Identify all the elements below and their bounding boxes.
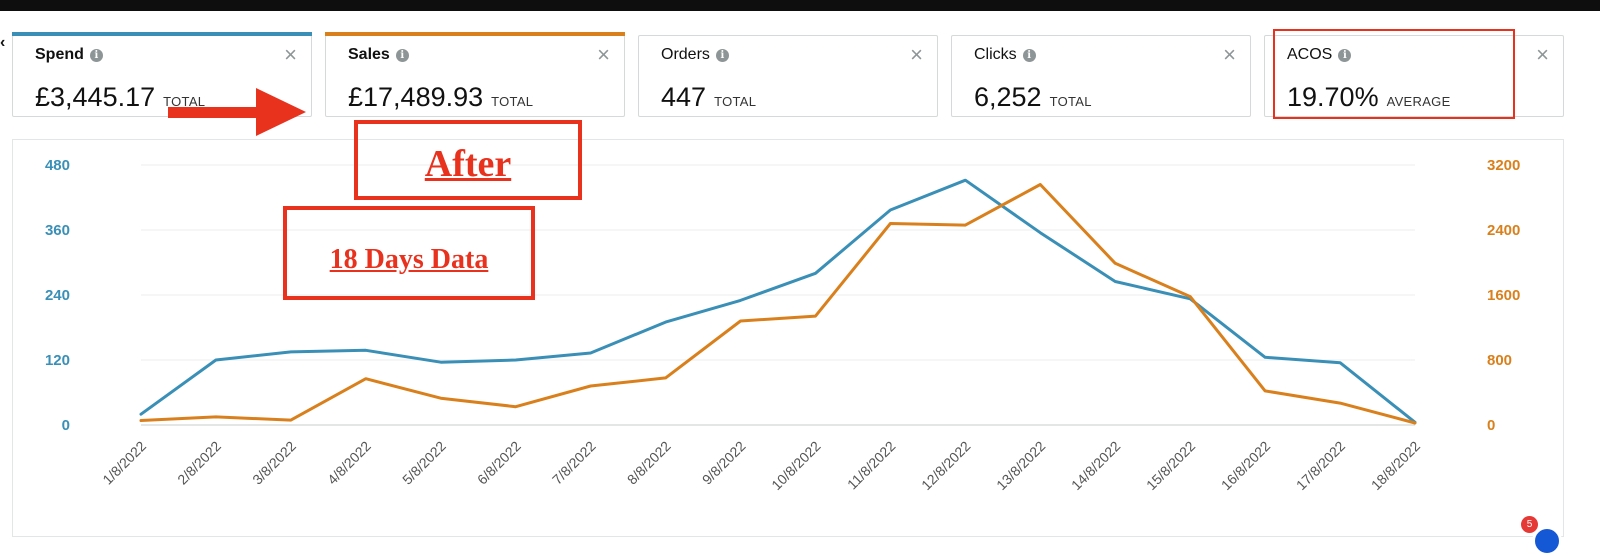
metric-accent-bar bbox=[12, 32, 312, 36]
info-icon[interactable]: i bbox=[395, 48, 409, 62]
y-right-tick-label: 2400 bbox=[1487, 222, 1520, 239]
x-tick-label: 2/8/2022 bbox=[174, 438, 224, 488]
metric-value: £17,489.93 bbox=[348, 82, 484, 112]
info-icon[interactable]: i bbox=[1022, 48, 1036, 62]
metric-value: 6,252 bbox=[974, 82, 1042, 112]
after-annotation-text: After bbox=[424, 143, 512, 185]
chart-panel: 0 120 240 360 480 0 800 1600 2400 3200 1/8/2022 2/8… bbox=[12, 139, 1564, 537]
metric-card-orders[interactable]: Orders i × 447 TOTAL bbox=[638, 35, 938, 117]
acos-highlight-box bbox=[1273, 29, 1515, 119]
info-icon[interactable]: i bbox=[89, 48, 103, 62]
x-tick-label: 5/8/2022 bbox=[399, 438, 449, 488]
x-tick-label: 3/8/2022 bbox=[249, 438, 299, 488]
metric-card-clicks[interactable]: Clicks i × 6,252 TOTAL bbox=[951, 35, 1251, 117]
red-arrow-icon bbox=[168, 88, 306, 136]
info-icon[interactable]: i bbox=[715, 48, 729, 62]
x-tick-label: 11/8/2022 bbox=[844, 438, 899, 493]
y-right-tick-label: 800 bbox=[1487, 352, 1512, 369]
metric-card-spend[interactable]: Spend i × £3,445.17 TOTAL bbox=[12, 32, 312, 117]
close-icon[interactable]: × bbox=[1536, 42, 1549, 67]
y-left-tick-label: 360 bbox=[45, 222, 70, 239]
close-icon[interactable]: × bbox=[597, 42, 610, 67]
y-right-tick-label: 1600 bbox=[1487, 287, 1520, 304]
days-annotation-text: 18 Days Data bbox=[329, 244, 489, 275]
x-tick-label: 10/8/2022 bbox=[768, 438, 824, 494]
x-tick-label: 8/8/2022 bbox=[624, 438, 674, 488]
metric-accent-bar bbox=[325, 32, 625, 36]
info-icon[interactable]: i bbox=[1338, 48, 1352, 62]
y-left-tick-label: 120 bbox=[45, 352, 70, 369]
line-chart: 0 120 240 360 480 0 800 1600 2400 3200 1/8/2022 2/8… bbox=[45, 157, 1520, 494]
x-tick-label: 12/8/2022 bbox=[918, 438, 974, 494]
metric-value: 447 bbox=[661, 82, 707, 112]
top-bar bbox=[0, 0, 1600, 11]
after-annotation-box: After bbox=[354, 120, 582, 200]
metric-unit: AVERAGE bbox=[1386, 94, 1451, 109]
close-icon[interactable]: × bbox=[1223, 42, 1236, 67]
help-chat-icon[interactable] bbox=[1532, 526, 1562, 556]
days-annotation-box: 18 Days Data bbox=[283, 206, 535, 300]
metric-title: Spend bbox=[35, 46, 84, 63]
y-right-tick-label: 0 bbox=[1487, 417, 1495, 434]
close-icon[interactable]: × bbox=[284, 42, 297, 67]
x-tick-label: 4/8/2022 bbox=[324, 438, 374, 488]
x-tick-label: 13/8/2022 bbox=[993, 438, 1049, 494]
x-tick-label: 7/8/2022 bbox=[549, 438, 599, 488]
metric-title: Sales bbox=[348, 46, 390, 63]
x-tick-label: 1/8/2022 bbox=[99, 438, 149, 488]
metric-title: ACOS bbox=[1287, 46, 1333, 63]
close-icon[interactable]: × bbox=[910, 42, 923, 67]
metric-card-sales[interactable]: Sales i × £17,489.93 TOTAL bbox=[325, 32, 625, 117]
x-tick-label: 9/8/2022 bbox=[699, 438, 749, 488]
y-left-tick-label: 0 bbox=[62, 417, 70, 434]
x-tick-label: 15/8/2022 bbox=[1143, 438, 1199, 494]
metric-title: Clicks bbox=[974, 46, 1017, 63]
y-left-tick-label: 240 bbox=[45, 287, 70, 304]
metric-unit: TOTAL bbox=[714, 94, 757, 109]
metric-unit: TOTAL bbox=[1049, 94, 1092, 109]
y-left-tick-label: 480 bbox=[45, 157, 70, 174]
metric-value: £3,445.17 bbox=[35, 82, 156, 112]
x-tick-label: 14/8/2022 bbox=[1068, 438, 1124, 494]
x-tick-label: 6/8/2022 bbox=[474, 438, 524, 488]
series-line-spend bbox=[139, 178, 1417, 424]
x-tick-label: 16/8/2022 bbox=[1218, 438, 1274, 494]
notification-badge[interactable]: 5 bbox=[1521, 516, 1538, 533]
metric-unit: TOTAL bbox=[491, 94, 534, 109]
x-tick-label: 18/8/2022 bbox=[1368, 438, 1424, 494]
metric-title: Orders bbox=[661, 46, 710, 63]
x-tick-label: 17/8/2022 bbox=[1293, 438, 1349, 494]
metric-unit: TOTAL bbox=[163, 94, 206, 109]
y-right-tick-label: 3200 bbox=[1487, 157, 1520, 174]
series-line-sales bbox=[139, 183, 1417, 425]
metric-value: 19.70% bbox=[1287, 82, 1379, 112]
collapse-chevron-icon[interactable]: ‹ bbox=[0, 34, 6, 51]
